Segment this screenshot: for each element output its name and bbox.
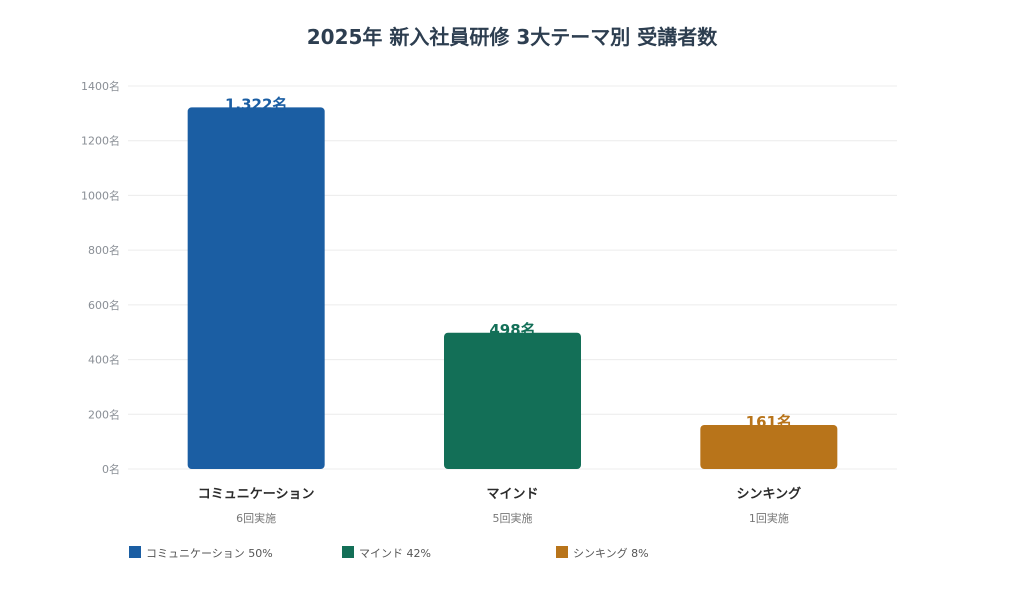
bar <box>444 332 581 469</box>
bar <box>700 424 838 469</box>
x-category-sublabel: 5回実施 <box>493 511 533 525</box>
legend-label: シンキング 8% <box>573 546 649 560</box>
legend-swatch <box>129 546 141 558</box>
legend: コミュニケーション 50% マインド 42% シンキング 8% <box>129 546 649 560</box>
data-labels: 1,322名 498名 161名 <box>225 95 792 431</box>
x-category-sublabel: 1回実施 <box>749 511 789 525</box>
y-tick-label: 1400名 <box>81 79 120 93</box>
y-tick-label: 1000名 <box>81 188 120 202</box>
y-tick-label: 400名 <box>88 353 120 367</box>
x-category-label: シンキング <box>737 486 802 502</box>
x-category-sublabel: 6回実施 <box>236 511 276 525</box>
y-tick-label: 600名 <box>88 298 120 312</box>
y-tick-label: 200名 <box>88 407 120 421</box>
legend-swatch <box>556 546 568 558</box>
bar-value-label: 498名 <box>489 321 535 339</box>
x-category-label: コミュニケーション <box>198 487 315 502</box>
y-tick-label: 800名 <box>88 243 120 257</box>
y-tick-label: 1200名 <box>81 134 120 148</box>
bars <box>187 107 838 470</box>
chart-title: 2025年 新入社員研修 3大テーマ別 受講者数 <box>307 25 718 49</box>
y-tick-label: 0名 <box>102 462 120 476</box>
bar-value-label: 161名 <box>746 413 792 431</box>
category-labels: コミュニケーション 6回実施 マインド 5回実施 シンキング 1回実施 <box>198 486 801 525</box>
y-axis-ticks: 0名 200名 400名 600名 800名 1000名 1200名 1400名 <box>81 79 120 476</box>
x-category-label: マインド <box>486 487 538 502</box>
bar <box>187 107 325 470</box>
bar-value-label: 1,322名 <box>225 95 287 113</box>
legend-label: マインド 42% <box>359 547 431 560</box>
legend-swatch <box>342 546 354 558</box>
legend-label: コミュニケーション 50% <box>146 547 273 560</box>
